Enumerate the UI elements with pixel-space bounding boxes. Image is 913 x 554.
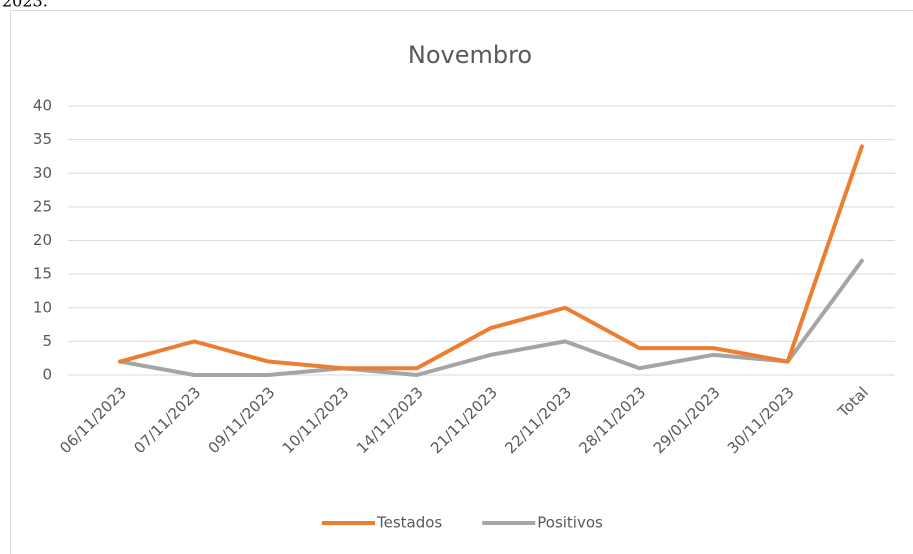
y-tick-label: 25: [33, 197, 52, 215]
y-tick-label: 35: [33, 130, 52, 148]
y-tick-label: 5: [42, 332, 52, 350]
x-tick-label: 09/11/2023: [205, 383, 279, 457]
cropped-text: 2023.: [2, 0, 48, 11]
legend-label: Positivos: [537, 514, 603, 532]
x-tick-label: 22/11/2023: [501, 383, 575, 457]
x-tick-label: 10/11/2023: [279, 383, 353, 457]
x-tick-label: Total: [834, 383, 872, 421]
y-tick-label: 20: [33, 231, 52, 249]
y-tick-label: 40: [33, 97, 52, 115]
line-series: [118, 258, 864, 377]
line-series: [118, 144, 864, 371]
x-tick-label: 06/11/2023: [56, 383, 130, 457]
chart-frame: [10, 10, 913, 554]
legend-label: Testados: [376, 514, 442, 532]
x-tick-label: 14/11/2023: [353, 383, 427, 457]
y-tick-label: 0: [42, 366, 52, 384]
x-tick-label: 30/11/2023: [724, 383, 798, 457]
x-tick-label: 21/11/2023: [427, 383, 501, 457]
y-tick-label: 15: [33, 265, 52, 283]
x-tick-label: 29/01/2023: [650, 383, 724, 457]
x-tick-label: 07/11/2023: [130, 383, 204, 457]
chart-title: Novembro: [408, 41, 532, 69]
y-tick-label: 30: [33, 164, 52, 182]
x-tick-label: 28/11/2023: [576, 383, 650, 457]
y-tick-label: 10: [33, 298, 52, 316]
